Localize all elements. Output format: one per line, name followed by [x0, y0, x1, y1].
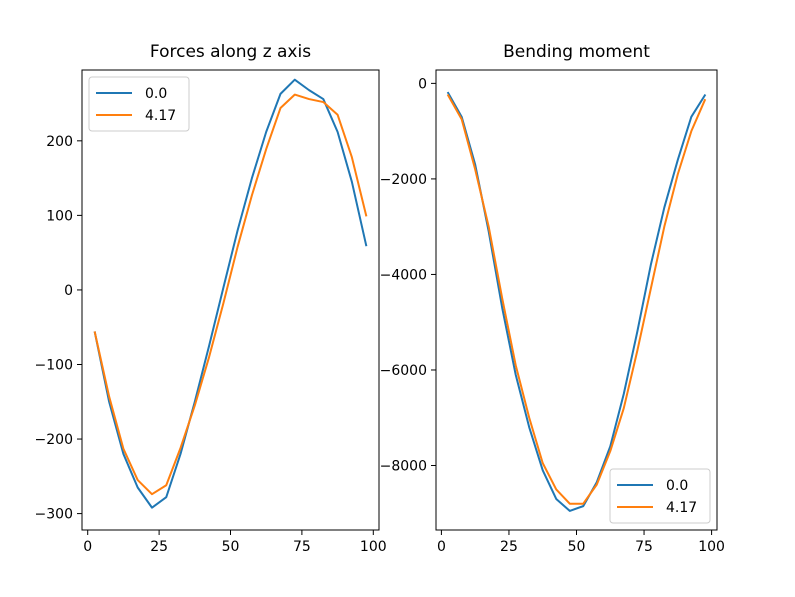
chart1-xtick-label: 100	[360, 539, 387, 555]
chart2-xtick-label: 75	[635, 539, 653, 555]
chart1-ytick-label: 200	[46, 134, 73, 150]
chart1-legend-frame	[88, 76, 190, 132]
chart2-ytick-label: −8000	[380, 459, 427, 475]
chart2-xtick-label: 100	[698, 539, 725, 555]
chart1-xtick-label: 75	[293, 539, 311, 555]
chart2-legend-label-1: 0.0	[666, 478, 688, 494]
chart1-legend-label-2: 4.17	[145, 108, 176, 124]
chart1-xtick-label: 0	[83, 539, 92, 555]
chart2-legend-label-2: 4.17	[666, 500, 697, 516]
chart1-ytick-label: −300	[35, 507, 73, 523]
chart1-legend-label-1: 0.0	[145, 86, 167, 102]
chart2-ytick-label: 0	[418, 76, 427, 92]
chart1-series-1-line	[93, 78, 368, 509]
chart1-xtick-label: 50	[222, 539, 240, 555]
chart1-series-2-line	[93, 93, 368, 496]
chart1-ytick-label: 0	[64, 283, 73, 299]
chart1-axes: Forces along z axis 0 25 50 75 100 −300 −200 −10…	[35, 42, 387, 555]
chart2-xtick-label: 0	[437, 539, 446, 555]
chart1-legend: 0.0 4.17	[88, 76, 190, 132]
chart1-ytick-label: 100	[46, 208, 73, 224]
chart2-ytick-label: −4000	[380, 267, 427, 283]
chart2-series-2-line	[446, 93, 707, 505]
chart1-ytick-label: −200	[35, 432, 73, 448]
chart2-ytick-label: −6000	[380, 363, 427, 379]
chart2-xtick-label: 25	[500, 539, 518, 555]
chart2-xtick-label: 50	[568, 539, 586, 555]
chart1-title: Forces along z axis	[150, 42, 311, 62]
chart2-axes: Bending moment 0 25 50 75 100 −8000 −6000 −4000 −…	[380, 42, 725, 555]
chart2-series-1-line	[446, 91, 707, 512]
chart1-xtick-label: 25	[150, 539, 168, 555]
chart2-ytick-label: −2000	[380, 172, 427, 188]
chart2-legend: 0.0 4.17	[609, 468, 711, 524]
chart1-ytick-label: −100	[35, 357, 73, 373]
chart2-legend-frame	[609, 468, 711, 524]
chart2-title: Bending moment	[503, 42, 650, 62]
